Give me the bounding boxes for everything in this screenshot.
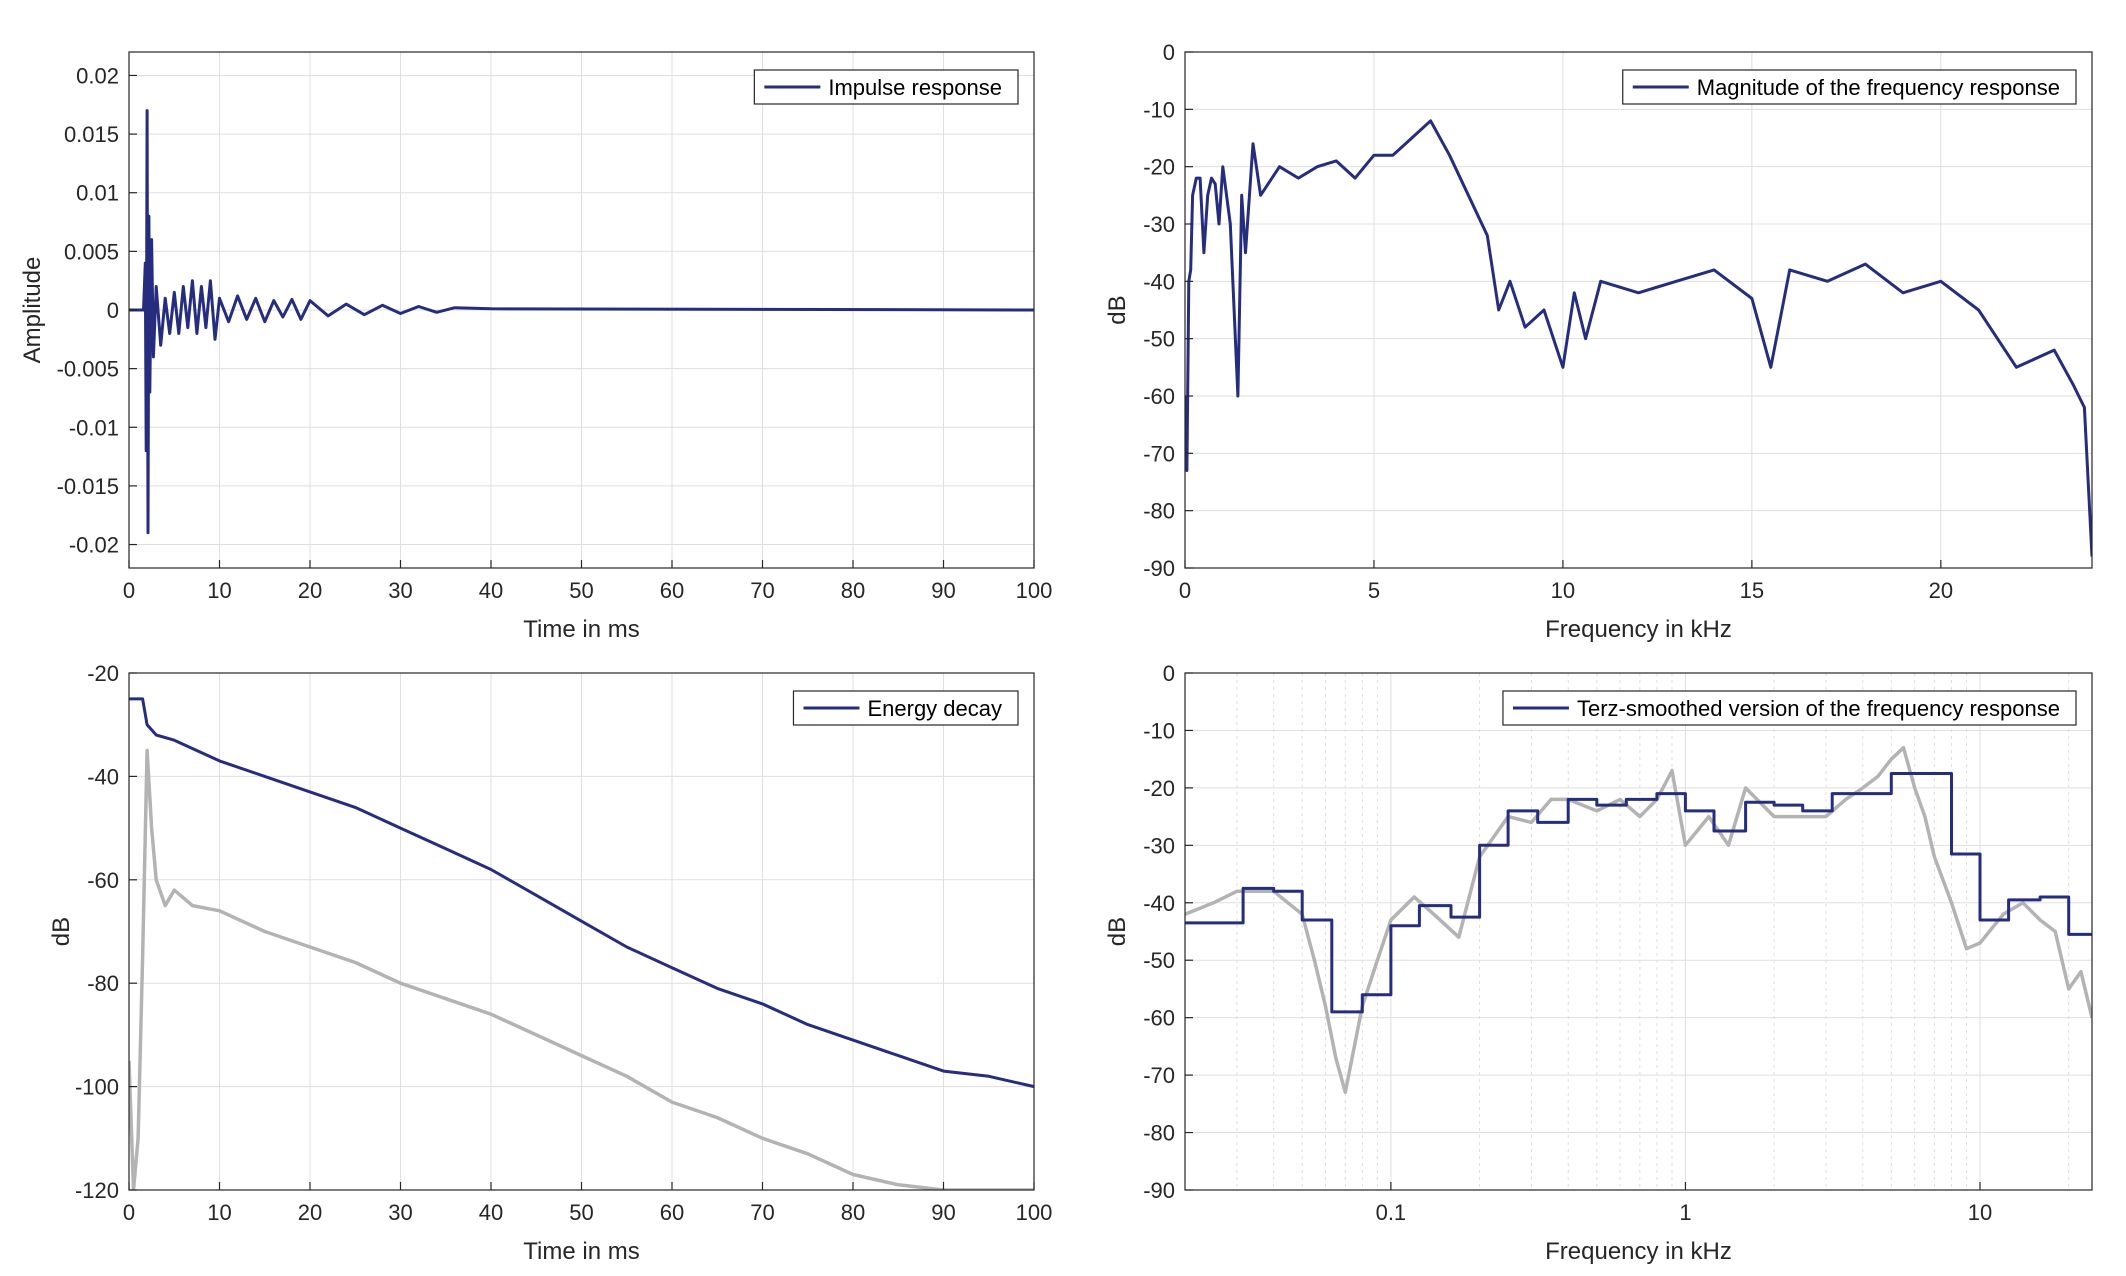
x-tick-label: 0: [123, 578, 135, 603]
y-tick-label: -20: [1143, 155, 1175, 180]
legend: Impulse response: [753, 69, 1019, 105]
legend-label: Impulse response: [828, 75, 1002, 100]
x-tick-label: 100: [1016, 578, 1053, 603]
legend-box: [1622, 69, 2077, 105]
y-tick-label: -0.02: [69, 533, 119, 558]
legend: Magnitude of the frequency response: [1622, 69, 2077, 105]
chart-energy: 0 10 20 30 40 50 60 70 80 90 100 -20 -40 -60 -80 -100 -1…: [48, 661, 1052, 1265]
background-series-line: [1185, 745, 2092, 1095]
y-tick-label: -90: [1143, 556, 1175, 581]
y-tick-label: -50: [1143, 327, 1175, 352]
chart-terz: 0.1 1 10 0 -10 -20 -30 -40 -50 -60 -70 -80 -90 Freque…: [1104, 661, 2093, 1265]
x-tick-label: 15: [1740, 578, 1764, 603]
y-tick-label: -20: [87, 661, 119, 686]
y-tick-label: -40: [1143, 269, 1175, 294]
x-tick-label: 10: [207, 578, 231, 603]
x-tick-label: 1: [1679, 1200, 1691, 1225]
axes-box: [1184, 51, 2093, 569]
x-tick-label: 30: [388, 1200, 412, 1225]
y-tick-label: 0.02: [76, 63, 119, 88]
y-tick-label: -50: [1143, 948, 1175, 973]
y-tick-label: -40: [1143, 891, 1175, 916]
x-tick-label: 30: [388, 578, 412, 603]
x-tick-label: 10: [207, 1200, 231, 1225]
x-tick-label: 80: [841, 1200, 865, 1225]
x-tick-label: 40: [479, 578, 503, 603]
y-tick-label: 0: [107, 298, 119, 323]
axes-box: [1184, 672, 2093, 1191]
legend: Terz-smoothed version of the frequency r…: [1502, 690, 2077, 726]
y-tick-label: -80: [1143, 499, 1175, 524]
x-tick-label: 90: [931, 578, 955, 603]
x-tick-label: 0.1: [1376, 1200, 1407, 1225]
x-tick-label: 60: [660, 1200, 684, 1225]
y-tick-label: 0.01: [76, 181, 119, 206]
legend-label: Terz-smoothed version of the frequency r…: [1577, 696, 2060, 721]
y-tick-label: -70: [1143, 441, 1175, 466]
chart-magnitude: 0 5 10 15 20 0 -10 -20 -30 -40 -50 -60 -70 -80 -90 Freq…: [1104, 40, 2093, 643]
x-axis-label: Frequency in kHz: [1545, 1238, 1732, 1265]
series-line: [129, 697, 1034, 1089]
x-tick-label: 80: [841, 578, 865, 603]
y-axis-label: dB: [1104, 917, 1131, 946]
legend-label: Magnitude of the frequency response: [1697, 75, 2060, 100]
y-axis-label: Amplitude: [19, 257, 46, 364]
x-tick-label: 20: [298, 1200, 322, 1225]
x-axis-label: Frequency in kHz: [1545, 616, 1732, 643]
y-tick-label: -10: [1143, 718, 1175, 743]
background-series-line: [129, 748, 1034, 1190]
y-axis-label: dB: [1104, 295, 1131, 324]
x-tick-label: 70: [750, 1200, 774, 1225]
y-tick-label: -120: [75, 1178, 119, 1203]
series-line: [1185, 772, 2092, 1014]
x-axis-label: Time in ms: [523, 1238, 639, 1265]
x-tick-label: 10: [1551, 578, 1575, 603]
y-tick-label: -100: [75, 1075, 119, 1100]
y-tick-label: -10: [1143, 97, 1175, 122]
y-tick-label: 0.015: [64, 122, 119, 147]
y-tick-label: -0.015: [57, 474, 119, 499]
x-tick-label: 90: [931, 1200, 955, 1225]
x-tick-label: 70: [750, 578, 774, 603]
y-tick-label: -90: [1143, 1178, 1175, 1203]
y-tick-label: 0: [1163, 661, 1175, 686]
x-tick-label: 20: [298, 578, 322, 603]
x-tick-label: 20: [1929, 578, 1953, 603]
x-tick-label: 40: [479, 1200, 503, 1225]
x-tick-label: 60: [660, 578, 684, 603]
y-tick-label: -80: [1143, 1121, 1175, 1146]
x-axis-label: Time in ms: [523, 616, 639, 643]
y-tick-label: -80: [87, 971, 119, 996]
y-tick-label: -70: [1143, 1063, 1175, 1088]
x-tick-label: 50: [569, 1200, 593, 1225]
y-tick-label: -60: [1143, 1006, 1175, 1031]
y-tick-label: -20: [1143, 776, 1175, 801]
x-tick-label: 0: [1179, 578, 1191, 603]
y-tick-label: -0.01: [69, 415, 119, 440]
y-tick-label: -30: [1143, 212, 1175, 237]
y-tick-label: 0: [1163, 40, 1175, 65]
y-tick-label: -0.005: [57, 357, 119, 382]
x-tick-label: 100: [1016, 1200, 1053, 1225]
x-tick-label: 5: [1368, 578, 1380, 603]
chart-impulse: 0 10 20 30 40 50 60 70 80 90 100 0.02 0.015 0.01 0.005…: [19, 51, 1053, 643]
y-tick-label: -60: [1143, 384, 1175, 409]
x-tick-label: 50: [569, 578, 593, 603]
legend-box: [1502, 690, 2077, 726]
x-tick-label: 10: [1968, 1200, 1992, 1225]
x-tick-label: 0: [123, 1200, 135, 1225]
legend-label: Energy decay: [867, 696, 1002, 721]
series-line: [129, 109, 1034, 535]
plot-area: [1185, 673, 2092, 1190]
y-tick-label: -40: [87, 764, 119, 789]
y-axis-label: dB: [48, 917, 75, 946]
plot-area: [1185, 52, 2092, 568]
legend: Energy decay: [792, 690, 1019, 726]
series-line: [1185, 119, 2092, 557]
y-tick-label: -30: [1143, 833, 1175, 858]
y-tick-label: 0.005: [64, 239, 119, 264]
y-tick-label: -60: [87, 868, 119, 893]
